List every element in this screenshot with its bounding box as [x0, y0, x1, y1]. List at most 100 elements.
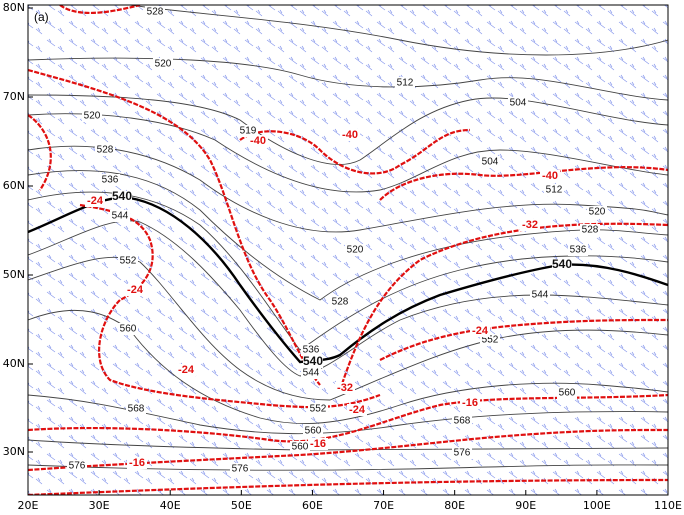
label-bg	[308, 438, 328, 450]
height-label: 512	[397, 78, 414, 89]
temperature-label: -40	[250, 135, 266, 147]
temperature-label: -32	[337, 382, 353, 394]
label-bg	[145, 6, 165, 18]
label-bg	[345, 244, 365, 256]
label-bg	[347, 404, 367, 416]
temperature-label: -24	[178, 364, 195, 376]
height-label: 512	[546, 185, 563, 196]
lon-tick-label: 50E	[231, 499, 252, 512]
label-bg	[238, 125, 258, 137]
height-label: 536	[570, 245, 587, 256]
height-label: 520	[347, 245, 364, 256]
lat-tick-label: 80N	[3, 1, 25, 14]
contours	[28, 5, 668, 495]
label-bg	[530, 289, 550, 301]
label-bg	[118, 323, 138, 335]
label-bg	[303, 356, 323, 368]
height-label: 504	[510, 98, 527, 109]
label-bg	[230, 463, 250, 475]
height-contour	[28, 94, 668, 165]
height-label: 552	[120, 256, 137, 267]
label-bg	[127, 457, 147, 469]
height-label: 560	[292, 442, 309, 453]
lon-tick-label: 110E	[654, 499, 682, 512]
label-bg	[480, 156, 500, 168]
lon-tick-label: 30E	[89, 499, 110, 512]
label-bg	[580, 224, 600, 236]
height-label: 520	[589, 207, 606, 218]
label-bg	[82, 110, 102, 122]
map-frame	[27, 4, 669, 496]
label-bg	[508, 97, 528, 109]
label-bg	[301, 367, 321, 379]
panel-label: (a)	[34, 10, 49, 24]
temperature-label: -40	[342, 129, 358, 141]
lat-tick-label: 70N	[3, 90, 25, 103]
lat-tick-label: 40N	[3, 357, 25, 370]
label-bg	[126, 403, 146, 415]
height-label: 576	[454, 448, 471, 459]
height-label: 536	[303, 345, 320, 356]
temperature-contour	[28, 114, 52, 191]
temperature-label: -16	[129, 457, 145, 469]
temperature-contour	[28, 393, 668, 443]
height-label: 568	[454, 416, 471, 427]
height-label: 576	[232, 464, 249, 475]
label-bg	[335, 382, 355, 394]
height-label: 560	[120, 324, 137, 335]
lat-tick-label: 50N	[3, 268, 25, 281]
label-bg	[452, 415, 472, 427]
lon-tick-label: 40E	[160, 499, 181, 512]
temperature-label: -40	[542, 170, 558, 182]
temperature-label: -24	[87, 195, 104, 207]
label-bg	[557, 387, 577, 399]
height-label: 520	[155, 59, 172, 70]
height-label: 536	[102, 175, 119, 186]
label-bg	[303, 425, 323, 437]
temperature-label: -24	[472, 325, 489, 337]
label-bg	[568, 244, 588, 256]
label-bg	[100, 174, 120, 186]
label-bg	[85, 195, 105, 207]
height-label: 576	[69, 461, 86, 472]
label-bg	[552, 259, 572, 271]
label-bg	[544, 184, 564, 196]
label-bg	[587, 206, 607, 218]
label-bg	[330, 296, 350, 308]
height-label: 528	[147, 7, 164, 18]
temperature-contour	[28, 478, 668, 495]
label-bg	[340, 129, 360, 141]
height-label: 568	[128, 404, 145, 415]
lon-tick-label: 100E	[583, 499, 611, 512]
temperature-contour	[338, 222, 668, 391]
height-label: 528	[97, 145, 114, 156]
height-contour	[28, 113, 668, 193]
label-bg	[112, 191, 132, 203]
height-label: 528	[582, 225, 599, 236]
temperature-label: -24	[349, 404, 366, 416]
height-label: 520	[84, 111, 101, 122]
lon-tick-label: 20E	[18, 499, 39, 512]
height-label: 528	[332, 297, 349, 308]
label-bg	[153, 58, 173, 70]
label-bg	[95, 144, 115, 156]
temperature-contour	[59, 5, 141, 15]
label-bg	[290, 441, 310, 453]
lon-tick-label: 60E	[302, 499, 323, 512]
height-label: 540	[552, 257, 572, 271]
temperature-label: -16	[310, 438, 326, 450]
height-label: 519	[240, 126, 257, 137]
temperature-contour	[239, 128, 471, 175]
lon-tick-label: 70E	[373, 499, 394, 512]
label-bg	[460, 397, 480, 409]
label-bg	[540, 170, 560, 182]
height-label: 540	[112, 189, 132, 203]
temperature-label: -16	[462, 397, 478, 409]
temperature-label: -32	[522, 219, 538, 231]
height-contour	[28, 145, 668, 233]
label-bg	[176, 364, 196, 376]
height-label: 544	[303, 368, 320, 379]
temperature-contour	[79, 203, 381, 409]
